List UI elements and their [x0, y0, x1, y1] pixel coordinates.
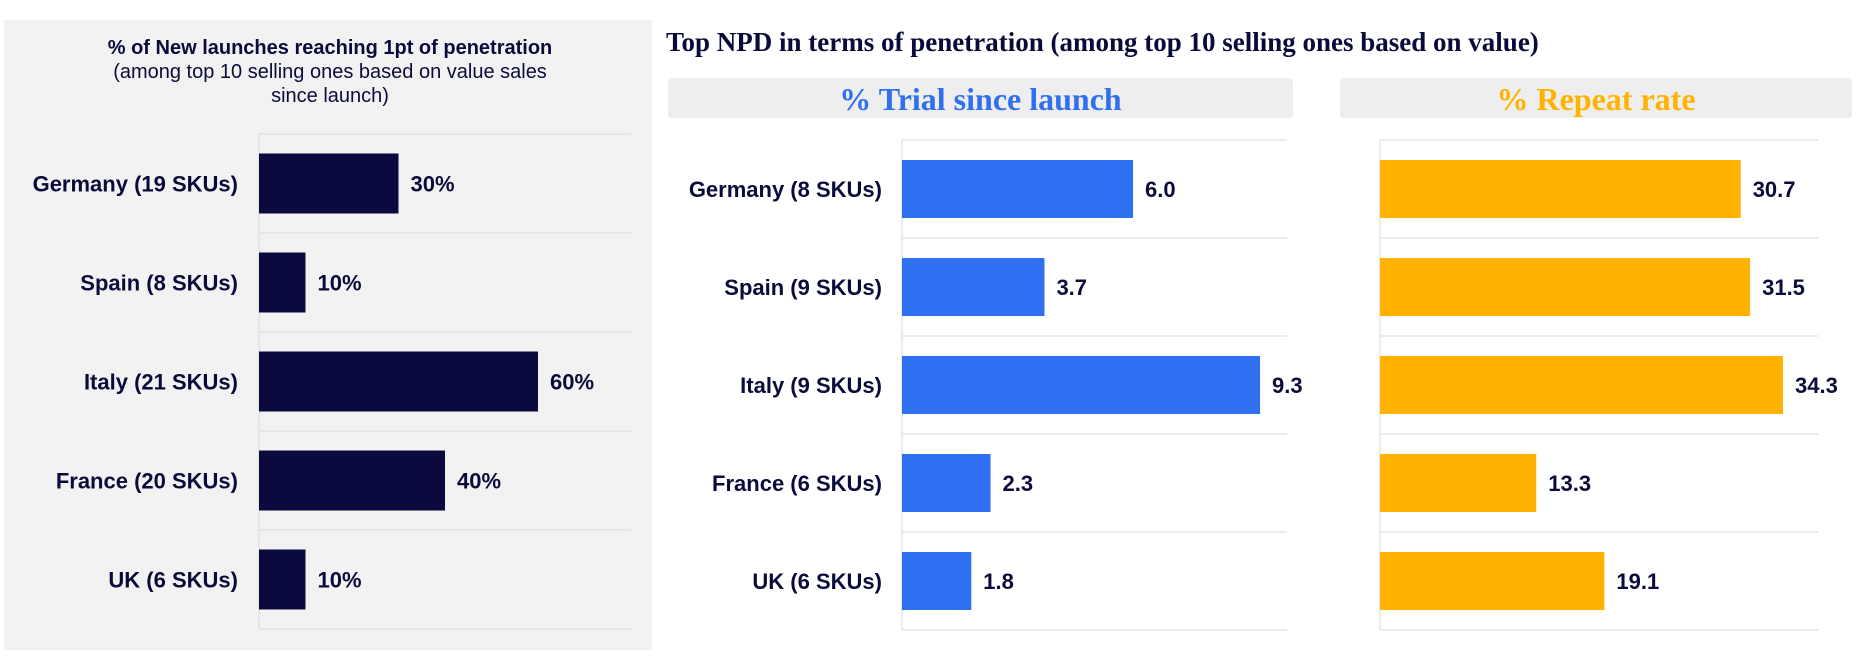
repeat-bar	[1380, 258, 1751, 316]
penetration-bar	[259, 351, 538, 412]
penetration-value-label: 60%	[550, 370, 594, 395]
trial-category-label: France (6 SKUs)	[712, 471, 882, 496]
trial-value-label: 6.0	[1145, 177, 1176, 202]
trial-bar	[902, 258, 1045, 316]
trial-value-label: 3.7	[1056, 275, 1087, 300]
penetration-category-label: Germany (19 SKUs)	[33, 172, 238, 197]
left-chart-panel	[4, 20, 652, 650]
trial-category-label: UK (6 SKUs)	[752, 569, 882, 594]
repeat-bar	[1380, 552, 1605, 610]
trial-bar	[902, 356, 1261, 414]
penetration-value-label: 30%	[411, 172, 455, 197]
repeat-value-label: 34.3	[1795, 373, 1838, 398]
trial-value-label: 9.3	[1272, 373, 1303, 398]
left-chart-subtitle: (among top 10 selling ones based on valu…	[113, 61, 547, 107]
left-chart-title: % of New launches reaching 1pt of penetr…	[107, 37, 553, 59]
left-chart-title-block: % of New launches reaching 1pt of penetr…	[20, 36, 640, 108]
trial-value-label: 1.8	[983, 569, 1014, 594]
trial-category-label: Spain (9 SKUs)	[724, 275, 882, 300]
repeat-bar	[1380, 454, 1537, 512]
repeat-chart-header: % Repeat rate	[1340, 78, 1852, 118]
penetration-value-label: 40%	[457, 469, 501, 494]
penetration-value-label: 10%	[318, 568, 362, 593]
repeat-value-label: 30.7	[1753, 177, 1796, 202]
penetration-bar	[259, 153, 399, 214]
trial-bar	[902, 454, 991, 512]
page-title: Top NPD in terms of penetration (among t…	[666, 27, 1539, 57]
penetration-category-label: Spain (8 SKUs)	[80, 271, 238, 296]
repeat-bar	[1380, 160, 1741, 218]
repeat-value-label: 19.1	[1616, 569, 1659, 594]
trial-chart-header: % Trial since launch	[668, 78, 1293, 118]
trial-category-label: Italy (9 SKUs)	[740, 373, 882, 398]
trial-bar	[902, 160, 1133, 218]
penetration-value-label: 10%	[318, 271, 362, 296]
penetration-category-label: Italy (21 SKUs)	[84, 370, 238, 395]
penetration-category-label: UK (6 SKUs)	[108, 568, 238, 593]
repeat-bar	[1380, 356, 1783, 414]
penetration-bar	[259, 252, 306, 313]
repeat-value-label: 31.5	[1762, 275, 1805, 300]
penetration-bar	[259, 450, 445, 511]
repeat-value-label: 13.3	[1548, 471, 1591, 496]
trial-bar	[902, 552, 972, 610]
penetration-bar	[259, 549, 306, 610]
trial-value-label: 2.3	[1003, 471, 1034, 496]
trial-category-label: Germany (8 SKUs)	[689, 177, 882, 202]
penetration-category-label: France (20 SKUs)	[56, 469, 238, 494]
